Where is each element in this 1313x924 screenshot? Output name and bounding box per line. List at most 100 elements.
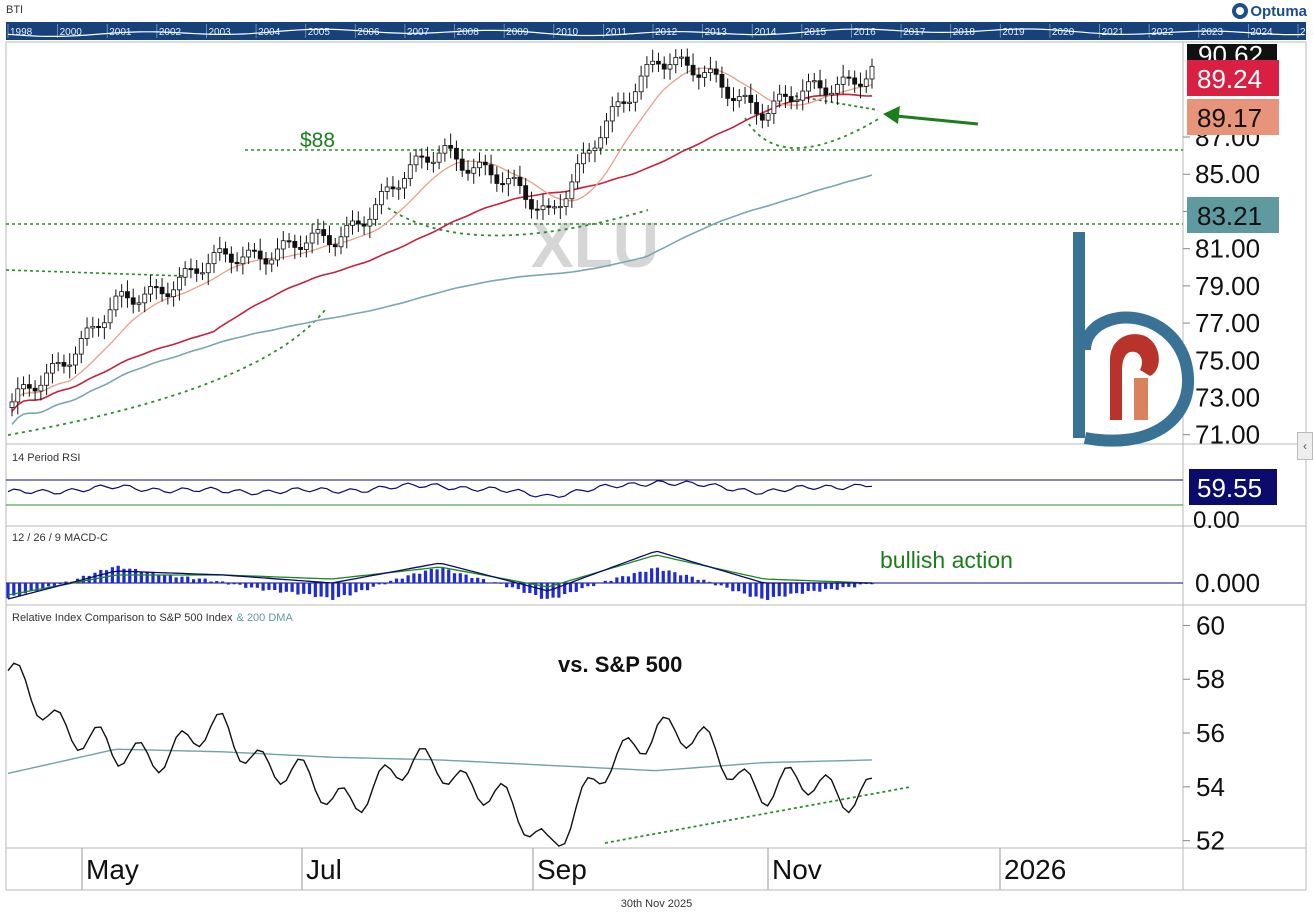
rsi-title: 14 Period RSI <box>12 452 80 464</box>
candle-body <box>269 259 275 265</box>
candle-body <box>263 258 269 265</box>
candle-body <box>459 158 465 171</box>
candle-body <box>171 289 177 298</box>
candle-body <box>119 291 125 297</box>
candle-body <box>500 183 506 186</box>
overview-price-line <box>7 28 1305 37</box>
macd-histogram-bar <box>296 583 300 595</box>
macd-histogram-bar <box>128 568 132 583</box>
candle-body <box>546 205 552 208</box>
macd-histogram-bar <box>568 583 573 593</box>
macd-histogram-bar <box>429 568 433 583</box>
panel-frames <box>5 41 1307 891</box>
relative-axis: 52 54 56 58 60 <box>1183 610 1225 856</box>
macd-histogram-bar <box>360 583 364 591</box>
candle-body <box>205 263 211 274</box>
candle-body <box>563 198 569 207</box>
candle-body <box>471 167 477 174</box>
candle-body <box>21 384 26 390</box>
macd-histogram-bar <box>191 579 196 583</box>
footer-date: 30th Nov 2025 <box>620 898 693 910</box>
price-badge-ma-long-text: 83.21 <box>1197 201 1262 231</box>
candle-body <box>101 322 107 329</box>
green-arrow-head <box>883 106 900 124</box>
candle-body <box>656 60 661 65</box>
time-axis-label: May <box>86 854 139 885</box>
candle-body <box>846 76 852 79</box>
macd-histogram-bar <box>197 578 201 583</box>
ma-long-line <box>11 174 873 425</box>
macd-histogram-bar <box>64 581 68 583</box>
overview-year-label: 2011 <box>605 27 627 38</box>
relative-trendline <box>604 786 911 844</box>
macd-histogram-bar <box>418 573 422 583</box>
price-badge-ma-short-text: 89.17 <box>1197 103 1262 133</box>
price-badge-ma-long <box>1187 197 1279 233</box>
macd-histogram-bar <box>580 583 584 589</box>
macd-title: 12 / 26 / 9 MACD-C <box>12 532 108 544</box>
price-badge-last <box>1187 60 1279 96</box>
candle-body <box>696 74 702 78</box>
time-axis-label: Nov <box>772 854 822 885</box>
candle-body <box>690 64 696 76</box>
candle-body <box>78 338 84 355</box>
candle-body <box>465 169 471 174</box>
candle-body <box>246 249 252 258</box>
price-axis-label: 75.00 <box>1195 345 1260 375</box>
candle-body <box>719 73 725 88</box>
candle-body <box>436 152 442 163</box>
macd-histogram-bar <box>6 583 10 599</box>
overview-year-label: 2018 <box>953 27 976 38</box>
support-88-label: $88 <box>300 129 335 152</box>
macd-histogram-bar <box>325 583 329 598</box>
macd-histogram-bar <box>684 574 689 583</box>
macd-histogram-bar <box>145 571 149 583</box>
price-badge-ma-short <box>1187 99 1279 135</box>
macd-histogram-bar <box>655 567 660 583</box>
overview-year-label: 2008 <box>457 27 480 38</box>
candle-body <box>863 78 869 87</box>
macd-histogram-bar <box>522 583 526 593</box>
b-logo-mark <box>1073 232 1195 447</box>
candle-body <box>430 161 436 164</box>
candle-body <box>725 86 731 99</box>
candle-body <box>477 161 482 169</box>
candle-body <box>298 247 303 250</box>
macd-histogram-bar <box>476 577 480 583</box>
relative-annotation: vs. S&P 500 <box>558 652 682 677</box>
collapse-panel-button[interactable]: ‹ <box>1297 432 1313 460</box>
overview-strip[interactable] <box>6 22 1306 40</box>
macd-histogram-bar <box>789 583 793 594</box>
ma-mid-line <box>11 93 873 412</box>
macd-histogram-bar <box>481 579 486 583</box>
macd-histogram-bar <box>290 583 294 592</box>
macd-histogram-bar <box>702 579 706 583</box>
candle-body <box>113 295 119 311</box>
macd-histogram-bar <box>829 583 834 590</box>
candle-body <box>702 72 708 78</box>
macd-histogram-bar <box>574 583 578 592</box>
candle-body <box>396 187 402 190</box>
macd-histogram-bar <box>406 575 410 583</box>
candle-body <box>627 101 632 104</box>
macd-histogram-bar <box>267 583 271 590</box>
candle-body <box>523 185 529 200</box>
candle-body <box>355 220 361 225</box>
macd-histogram-bar <box>690 576 694 583</box>
candle-body <box>529 199 534 210</box>
candle-body <box>777 93 783 102</box>
price-axis-label: 85.00 <box>1195 159 1260 189</box>
macd-histogram-bar <box>812 583 816 591</box>
macd-histogram-bar <box>302 583 306 594</box>
macd-histogram-bar <box>168 574 172 583</box>
candle-body <box>361 223 367 227</box>
macd-histogram-bar <box>638 571 642 583</box>
macd-histogram-bar <box>278 583 283 593</box>
candle-body <box>534 208 540 211</box>
b-logo-stem <box>1073 232 1085 438</box>
time-axis-label: 2026 <box>1004 854 1066 885</box>
candle-body <box>165 293 171 298</box>
macd-histogram-bar <box>748 583 752 597</box>
candle-body <box>107 309 113 324</box>
